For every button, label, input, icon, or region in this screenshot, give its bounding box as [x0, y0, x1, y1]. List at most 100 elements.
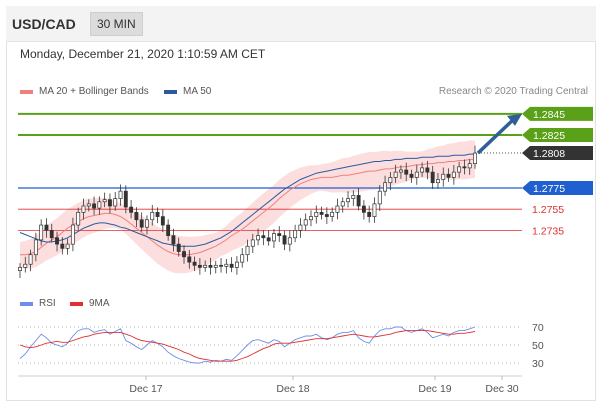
legend-ma50-swatch [164, 89, 177, 94]
candle-body [266, 237, 271, 242]
candle-body [139, 219, 144, 228]
candle-body [39, 224, 44, 241]
candle-body [76, 212, 81, 226]
legend-ma50-label: MA 50 [183, 86, 212, 97]
chart-header: USD/CAD 30 MIN [6, 6, 596, 42]
candle-body [272, 233, 276, 242]
candle-body [340, 201, 345, 207]
candle-body [155, 212, 160, 217]
price-tag-label: 1.2825 [533, 130, 565, 142]
candle-body [351, 195, 356, 199]
candle-body [361, 205, 366, 213]
candle-body [356, 195, 361, 207]
projection-arrow-head [507, 113, 522, 126]
candle-body [277, 233, 282, 236]
currency-pair: USD/CAD [12, 16, 76, 32]
candle-body [102, 199, 107, 203]
timeframe-badge[interactable]: 30 MIN [90, 12, 143, 36]
bollinger-band [20, 140, 475, 274]
candle-body [303, 219, 308, 226]
candle-body [192, 261, 197, 266]
candle-body [441, 173, 446, 180]
candle-body [55, 237, 59, 245]
candle-body [23, 263, 28, 268]
rsi-line [19, 326, 476, 364]
projection-arrow-shaft [476, 118, 515, 155]
candle-body [314, 212, 319, 217]
candle-body [372, 203, 377, 217]
price-tag-target [522, 128, 593, 143]
candle-body [414, 171, 419, 178]
candle-body [182, 251, 186, 258]
candle-body [187, 256, 192, 263]
candle-body [224, 263, 229, 267]
legend-ma20-label: MA 20 + Bollinger Bands [39, 86, 149, 97]
legend-ma50: MA 50 [164, 86, 211, 97]
candle-body [113, 198, 118, 207]
support-level-label: 1.2755 [532, 204, 564, 216]
candle-body [145, 219, 149, 228]
candle-body [398, 169, 403, 173]
support-level-label: 1.2735 [532, 225, 564, 237]
candle-body [166, 224, 171, 236]
price-tag-label: 1.2845 [533, 109, 565, 121]
x-tick-label: Dec 30 [485, 383, 518, 395]
candle-body [298, 224, 303, 231]
candle-body [240, 254, 245, 263]
rsi-9ma-line [19, 330, 476, 362]
price-tag-pivot [522, 181, 593, 195]
candle-body [245, 245, 250, 256]
x-tick-label: Dec 18 [276, 383, 309, 395]
legend-ma20-swatch [20, 89, 33, 94]
price-tag-label: 1.2775 [533, 183, 565, 195]
chart-datetime: Monday, December 21, 2020 1:10:59 AM CET [20, 47, 266, 61]
candle-body [393, 171, 398, 178]
candle-body [261, 235, 266, 239]
candle-body [213, 264, 218, 268]
candle-body [451, 171, 456, 178]
rsi-level-label: 30 [532, 358, 544, 370]
rsi-level-label: 70 [532, 322, 544, 334]
rsi-level-label: 50 [532, 340, 544, 352]
candle-body [160, 216, 165, 226]
candle-body [324, 214, 329, 217]
candle-body [404, 169, 409, 175]
candle-body [467, 163, 472, 169]
legend-9ma: 9MA [70, 298, 110, 309]
legend-rsi-swatch [20, 301, 33, 306]
candle-body [92, 203, 97, 209]
candle-body [44, 224, 49, 231]
candle-body [118, 190, 123, 199]
candle-body [346, 198, 350, 203]
legend-9ma-label: 9MA [89, 298, 110, 309]
price-tag-label: 1.2808 [533, 148, 565, 160]
candle-body [409, 173, 414, 178]
candle-body [319, 212, 324, 215]
candle-body [388, 177, 393, 184]
candle-body [197, 264, 202, 268]
candle-body [81, 205, 86, 213]
ma20-line [20, 158, 475, 256]
candle-body [335, 205, 340, 213]
legend-rsi-label: RSI [39, 298, 56, 309]
candle-body [457, 166, 462, 173]
candle-body [129, 206, 134, 213]
candle-body [282, 235, 287, 245]
candle-body [28, 254, 33, 265]
candle-body [330, 212, 335, 217]
candle-body [287, 237, 292, 245]
candle-body [49, 230, 54, 239]
candle-body [60, 243, 65, 249]
candle-body [229, 263, 234, 268]
legend-ma20: MA 20 + Bollinger Bands [20, 86, 149, 97]
ma50-line [19, 153, 475, 247]
candle-body [425, 167, 430, 173]
candle-body [462, 166, 467, 169]
candle-body [203, 264, 208, 268]
candle-body [108, 199, 112, 207]
candle-body [250, 239, 255, 247]
candle-body [86, 203, 91, 207]
candle-body [420, 167, 425, 173]
candle-body [70, 224, 75, 245]
